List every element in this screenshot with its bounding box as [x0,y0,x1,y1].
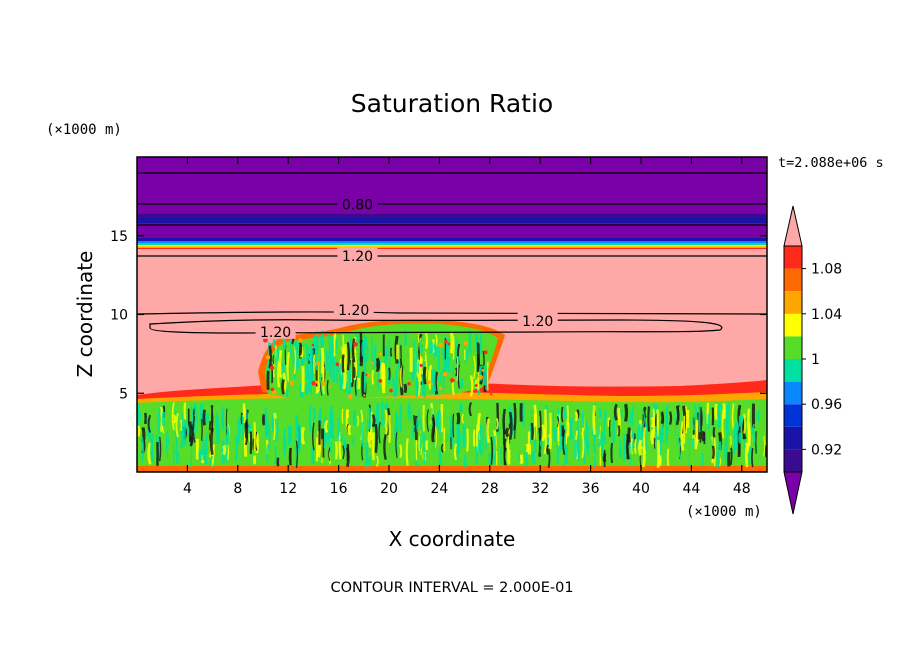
contour-label-bg [333,300,374,317]
colorbar-swatch [784,336,802,359]
x-tick-label: 32 [531,481,549,497]
colorbar-tick-label: 1 [811,352,820,368]
contour-lines [137,172,767,334]
x-tick-label: 28 [481,481,499,497]
colorbar-over-triangle [783,205,803,247]
colorbar-swatch [784,291,802,314]
x-tick-label: 4 [183,481,192,497]
contour-field [137,157,767,472]
surface-dry-band [137,466,767,472]
x-axis-label: X coordinate [389,527,516,551]
colorbar-swatch [784,404,802,427]
x-unit-label: (×1000 m) [686,504,762,520]
x-tick-label: 8 [233,481,242,497]
colorbar-tick-label: 1.04 [811,307,842,323]
y-unit-label: (×1000 m) [46,122,122,138]
colorbar-swatch [784,359,802,382]
contour-label: 0.80 [342,197,373,213]
y-axis-ticks: 5 10 15 [110,229,767,402]
x-tick-label: 40 [632,481,650,497]
transition-band-yellow [137,245,767,247]
colorbar-under-triangle [783,471,803,515]
contour-label: 1.20 [260,325,291,341]
dry-layer-purple [137,223,767,239]
transition-band-cyan [137,243,767,245]
chart-title: Saturation Ratio [351,89,553,118]
cloud-texture [137,330,767,469]
time-label: t=2.088e+06 s [778,155,884,171]
colorbar-tick-label: 1.08 [811,262,842,278]
x-tick-label: 20 [380,481,398,497]
contour-label-bg [255,322,296,339]
contour-line-120-mid [137,311,767,315]
contour-label: 1.20 [338,303,369,319]
x-tick-label: 44 [682,481,700,497]
colorbar-swatch [784,313,802,337]
contour-label: 1.20 [342,249,373,265]
colorbar-swatch [784,426,802,450]
contour-label: 1.20 [522,314,553,330]
dry-layer-band-b [137,217,767,223]
x-tick-label: 36 [582,481,600,497]
y-axis-label: Z coordinate [73,251,97,378]
y-tick-label: 5 [119,386,128,402]
x-tick-label: 24 [430,481,448,497]
colorbar-swatch [784,381,802,405]
colorbar: 0.92 0.96 1 1.04 1.08 [783,205,842,515]
contour-label-bg [337,195,378,212]
transition-band-red [137,248,767,250]
colorbar-swatch [784,268,802,292]
colorbar-tick-label: 0.92 [811,442,842,458]
transition-band-blue [137,238,767,241]
x-tick-label: 16 [330,481,348,497]
dry-layer-top [137,157,767,217]
contour-label-bg [517,311,558,328]
x-axis-ticks: 4 8 12 16 20 24 28 32 36 40 44 48 [183,157,751,497]
colorbar-swatch [784,449,802,472]
colorbar-tick-label: 0.96 [811,397,842,413]
y-tick-label: 15 [110,229,128,245]
x-tick-label: 48 [733,481,751,497]
colorbar-swatch [784,246,802,269]
contour-label-bg [337,247,378,264]
transition-band-orange [137,246,767,248]
contour-labels: 0.80 1.20 1.20 1.20 1.20 [255,195,558,341]
x-tick-label: 12 [279,481,297,497]
transition-band-lightblue [137,241,767,243]
y-tick-label: 10 [110,308,128,324]
contour-interval-footer: CONTOUR INTERVAL = 2.000E-01 [330,580,573,596]
